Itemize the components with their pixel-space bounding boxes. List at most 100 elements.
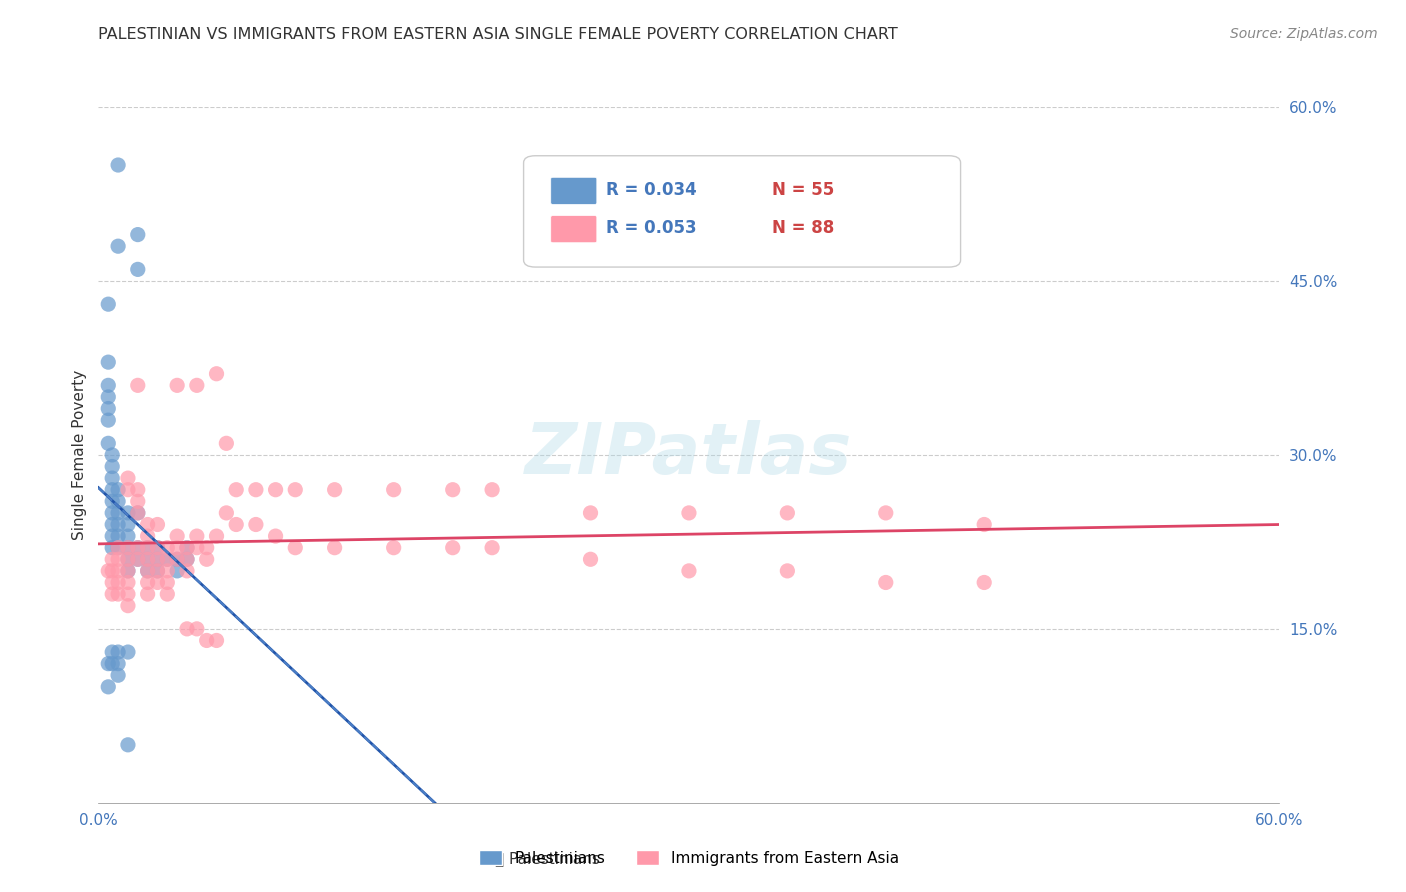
- Point: [481, 541, 503, 555]
- Point: [284, 541, 307, 555]
- Point: [97, 401, 120, 416]
- Point: [117, 552, 139, 566]
- Point: [156, 575, 179, 590]
- Point: [245, 483, 267, 497]
- Point: [107, 517, 129, 532]
- Point: [215, 436, 238, 450]
- Point: [264, 529, 287, 543]
- Point: [166, 378, 188, 392]
- Point: [107, 529, 129, 543]
- FancyBboxPatch shape: [551, 178, 596, 204]
- Point: [117, 483, 139, 497]
- Point: [101, 494, 124, 508]
- Point: [117, 506, 139, 520]
- Point: [156, 541, 179, 555]
- Point: [107, 575, 129, 590]
- Point: [156, 552, 179, 566]
- Point: [382, 541, 405, 555]
- Point: [101, 471, 124, 485]
- Point: [205, 633, 228, 648]
- Point: [323, 483, 346, 497]
- Point: [195, 633, 218, 648]
- FancyBboxPatch shape: [551, 216, 596, 243]
- Point: [101, 575, 124, 590]
- Point: [127, 541, 149, 555]
- Point: [875, 506, 897, 520]
- Point: [186, 529, 208, 543]
- Point: [101, 517, 124, 532]
- Point: [678, 564, 700, 578]
- Point: [97, 657, 120, 671]
- Point: [127, 552, 149, 566]
- Text: R = 0.053: R = 0.053: [606, 219, 697, 237]
- Point: [146, 564, 169, 578]
- Point: [107, 506, 129, 520]
- Text: PALESTINIAN VS IMMIGRANTS FROM EASTERN ASIA SINGLE FEMALE POVERTY CORRELATION CH: PALESTINIAN VS IMMIGRANTS FROM EASTERN A…: [98, 27, 898, 42]
- Point: [117, 529, 139, 543]
- Text: N = 55: N = 55: [772, 181, 834, 199]
- Point: [225, 483, 247, 497]
- Point: [117, 471, 139, 485]
- Point: [101, 657, 124, 671]
- Point: [205, 367, 228, 381]
- Point: [776, 506, 799, 520]
- Text: Source: ZipAtlas.com: Source: ZipAtlas.com: [1230, 27, 1378, 41]
- Point: [156, 552, 179, 566]
- Point: [107, 494, 129, 508]
- Point: [117, 587, 139, 601]
- Point: [136, 552, 159, 566]
- Point: [166, 552, 188, 566]
- Point: [136, 564, 159, 578]
- Point: [264, 483, 287, 497]
- Point: [117, 599, 139, 613]
- Point: [186, 541, 208, 555]
- Point: [146, 541, 169, 555]
- Point: [205, 529, 228, 543]
- Point: [101, 552, 124, 566]
- Y-axis label: Single Female Poverty: Single Female Poverty: [72, 370, 87, 540]
- Point: [97, 378, 120, 392]
- Point: [156, 564, 179, 578]
- Point: [136, 541, 159, 555]
- Point: [97, 564, 120, 578]
- Point: [107, 541, 129, 555]
- Point: [166, 529, 188, 543]
- Point: [107, 668, 129, 682]
- Point: [127, 506, 149, 520]
- Point: [166, 552, 188, 566]
- Point: [107, 239, 129, 253]
- Point: [176, 552, 198, 566]
- Point: [117, 541, 139, 555]
- Point: [117, 738, 139, 752]
- Point: [107, 564, 129, 578]
- Point: [107, 483, 129, 497]
- Point: [97, 297, 120, 311]
- Point: [127, 378, 149, 392]
- Point: [245, 517, 267, 532]
- Point: [195, 541, 218, 555]
- Point: [146, 552, 169, 566]
- Point: [127, 227, 149, 242]
- Point: [127, 541, 149, 555]
- Point: [382, 483, 405, 497]
- Point: [101, 645, 124, 659]
- Point: [101, 541, 124, 555]
- Point: [481, 483, 503, 497]
- Point: [97, 390, 120, 404]
- Point: [136, 517, 159, 532]
- Point: [176, 552, 198, 566]
- Legend: Palestinians, Immigrants from Eastern Asia: Palestinians, Immigrants from Eastern As…: [472, 844, 905, 871]
- Point: [323, 541, 346, 555]
- Point: [441, 541, 464, 555]
- Point: [973, 575, 995, 590]
- Point: [107, 587, 129, 601]
- Point: [101, 448, 124, 462]
- Text: N = 88: N = 88: [772, 219, 834, 237]
- Point: [101, 506, 124, 520]
- Point: [117, 564, 139, 578]
- Point: [127, 483, 149, 497]
- Point: [107, 158, 129, 172]
- Point: [176, 541, 198, 555]
- Point: [284, 483, 307, 497]
- Text: R = 0.034: R = 0.034: [606, 181, 697, 199]
